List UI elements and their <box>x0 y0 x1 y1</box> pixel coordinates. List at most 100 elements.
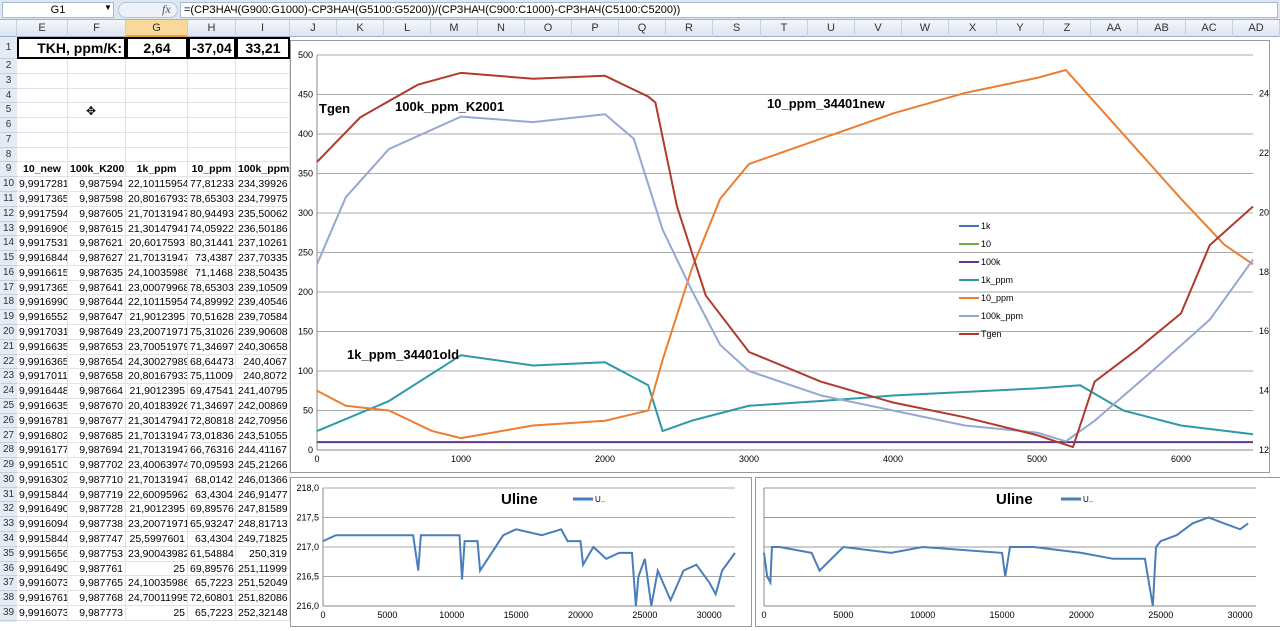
legend-entry[interactable]: 1k_ppm <box>981 275 1013 285</box>
data-cell[interactable]: 23,20071971 <box>126 325 188 340</box>
data-cell[interactable]: 70,09593 <box>188 458 236 473</box>
data-cell[interactable]: 9,9917011 <box>17 369 68 385</box>
row-header-19[interactable]: 19 <box>0 310 17 326</box>
cell[interactable] <box>17 73 68 89</box>
row-header-18[interactable]: 18 <box>0 295 17 311</box>
row-header-8[interactable]: 8 <box>0 148 17 163</box>
row-header-28[interactable]: 28 <box>0 443 17 459</box>
data-cell[interactable]: 73,01836 <box>188 428 236 444</box>
data-cell[interactable]: 234,79975 <box>236 192 290 207</box>
column-header-K[interactable]: K <box>337 20 384 37</box>
data-cell[interactable]: 77,81233 <box>188 177 236 192</box>
data-cell[interactable]: 65,7223 <box>188 576 236 592</box>
row-header-32[interactable]: 32 <box>0 502 17 518</box>
data-cell[interactable]: 9,9916073 <box>17 605 68 621</box>
cell[interactable] <box>126 88 188 104</box>
data-cell[interactable]: 9,987605 <box>68 206 126 222</box>
row-header-10[interactable]: 10 <box>0 177 17 192</box>
data-cell[interactable]: 71,34697 <box>188 398 236 414</box>
main-chart[interactable]: 0 50 100 150 200 250 300 350 400 450 500 0 1000 2000 3… <box>290 40 1270 473</box>
cell[interactable] <box>68 118 126 133</box>
column-title-cell[interactable]: 10_new <box>17 162 68 178</box>
column-header-V[interactable]: V <box>855 20 902 37</box>
data-cell[interactable]: 63,4304 <box>188 487 236 503</box>
row-header-33[interactable]: 33 <box>0 517 17 532</box>
data-cell[interactable]: 9,9917365 <box>17 192 68 207</box>
cell[interactable] <box>17 118 68 133</box>
column-title-cell[interactable]: 100k_K2001 <box>68 162 126 178</box>
column-header-E[interactable]: E <box>17 20 68 37</box>
name-box[interactable]: G1 <box>2 2 114 18</box>
column-header-H[interactable]: H <box>188 20 236 37</box>
data-cell[interactable]: 251,82086 <box>236 591 290 606</box>
data-cell[interactable]: 9,9917594 <box>17 206 68 222</box>
legend-entry[interactable]: U.. <box>1083 495 1093 504</box>
column-header-Z[interactable]: Z <box>1044 20 1091 37</box>
cell[interactable] <box>68 132 126 148</box>
row-header-17[interactable]: 17 <box>0 281 17 296</box>
data-cell[interactable]: 71,34697 <box>188 339 236 355</box>
data-cell[interactable]: 237,10261 <box>236 236 290 252</box>
data-cell[interactable]: 9,9916761 <box>17 591 68 606</box>
cell[interactable] <box>236 88 290 104</box>
data-cell[interactable]: 25 <box>126 561 188 577</box>
data-cell[interactable]: 9,987773 <box>68 605 126 621</box>
row-header-25[interactable]: 25 <box>0 399 17 414</box>
data-cell[interactable]: 9,9917531 <box>17 236 68 252</box>
column-header-X[interactable]: X <box>949 20 997 37</box>
cell[interactable] <box>188 118 236 133</box>
data-cell[interactable]: 9,987594 <box>68 177 126 192</box>
column-header-T[interactable]: T <box>761 20 808 37</box>
column-header-M[interactable]: M <box>431 20 478 37</box>
data-cell[interactable]: 22,10115954 <box>126 177 188 192</box>
data-cell[interactable]: 9,9916490 <box>17 502 68 518</box>
column-header-Y[interactable]: Y <box>997 20 1044 37</box>
legend-entry[interactable]: U.. <box>595 495 605 504</box>
row-header-1[interactable]: 1 <box>0 37 17 59</box>
data-cell[interactable]: 78,65303 <box>188 192 236 207</box>
column-header-AB[interactable]: AB <box>1138 20 1186 37</box>
cell[interactable] <box>188 88 236 104</box>
data-cell[interactable]: 61,54884 <box>188 546 236 562</box>
row-header-29[interactable]: 29 <box>0 458 17 473</box>
data-cell[interactable]: 247,81589 <box>236 502 290 518</box>
column-header-G[interactable]: G <box>126 20 188 37</box>
data-cell[interactable]: 72,60801 <box>188 591 236 606</box>
data-cell[interactable]: 239,40546 <box>236 295 290 311</box>
uline-chart-right[interactable]: 0 5000 10000 15000 20000 25000 30000 Uline U.. <box>755 477 1280 627</box>
data-cell[interactable]: 20,80167933 <box>126 192 188 207</box>
data-cell[interactable]: 240,8072 <box>236 369 290 385</box>
data-cell[interactable]: 69,89576 <box>188 502 236 518</box>
column-header-J[interactable]: J <box>290 20 337 37</box>
data-cell[interactable]: 240,30658 <box>236 339 290 355</box>
data-cell[interactable]: 9,987685 <box>68 428 126 444</box>
data-cell[interactable]: 22,60095962 <box>126 487 188 503</box>
data-cell[interactable]: 21,70131947 <box>126 251 188 266</box>
data-cell[interactable]: 244,41167 <box>236 443 290 459</box>
row-header-15[interactable]: 15 <box>0 251 17 266</box>
data-cell[interactable]: 9,987615 <box>68 221 126 237</box>
data-cell[interactable]: 80,31441 <box>188 236 236 252</box>
data-cell[interactable]: 9,987598 <box>68 192 126 207</box>
column-header-N[interactable]: N <box>478 20 525 37</box>
row-header-9[interactable]: 9 <box>0 162 17 178</box>
cell[interactable] <box>236 59 290 74</box>
data-cell[interactable]: 21,9012395 <box>126 502 188 518</box>
cell[interactable] <box>188 132 236 148</box>
data-cell[interactable]: 238,50435 <box>236 265 290 281</box>
data-cell[interactable]: 21,9012395 <box>126 384 188 399</box>
data-cell[interactable]: 21,9012395 <box>126 310 188 326</box>
cell[interactable] <box>188 103 236 119</box>
data-cell[interactable]: 9,9916552 <box>17 310 68 326</box>
cell[interactable] <box>17 103 68 119</box>
cell[interactable] <box>126 118 188 133</box>
data-cell[interactable]: 9,987627 <box>68 251 126 266</box>
tkh-label-cell[interactable]: TKH, ppm/K: <box>17 37 126 59</box>
data-cell[interactable]: 65,7223 <box>188 605 236 621</box>
formula-bar-resize-handle[interactable] <box>118 2 178 18</box>
data-cell[interactable]: 246,01366 <box>236 472 290 488</box>
data-cell[interactable]: 22,10115954 <box>126 295 188 311</box>
data-cell[interactable]: 9,9917031 <box>17 325 68 340</box>
data-cell[interactable]: 78,65303 <box>188 280 236 296</box>
row-header-21[interactable]: 21 <box>0 340 17 355</box>
